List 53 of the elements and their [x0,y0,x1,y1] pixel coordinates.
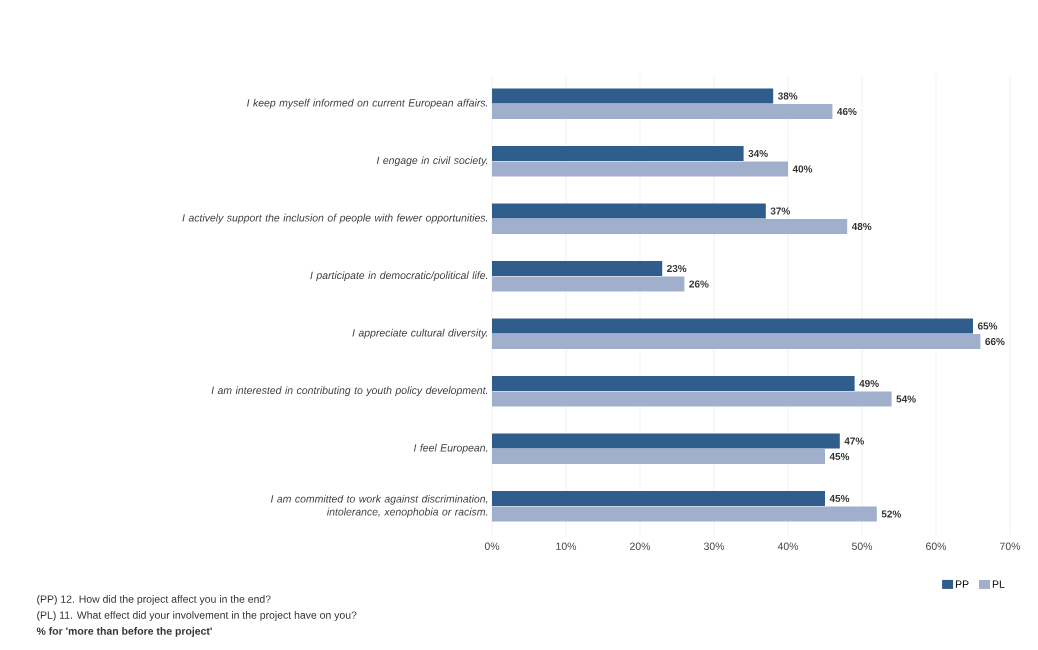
bar [492,448,826,464]
data-label: 23% [667,264,687,273]
legend-label: PP [955,580,969,588]
data-label: 37% [770,207,790,215]
bar [492,318,973,334]
bar [492,161,789,177]
bar [492,145,744,161]
text: (PL) 11. What effect did your involvement in the project have on you? [37,611,357,621]
x-tick-label: 0% [484,542,500,550]
data-label: 52% [881,510,901,518]
x-tick-label: 40% [777,542,799,550]
bar [492,375,855,391]
data-label: 47% [844,437,864,445]
data-label: 66% [985,337,1005,346]
x-tick-label: 30% [703,542,725,550]
data-label: 48% [851,222,872,231]
bar [492,333,981,349]
data-label: 49% [859,379,879,388]
text: % for 'more than before the project' [36,627,212,637]
bar [492,260,663,276]
x-tick-label: 50% [851,542,873,550]
y-tick-label: I appreciate cultural diversity. [352,328,488,339]
bar [492,218,848,234]
data-label: 26% [689,280,709,288]
x-tick-label: 20% [630,542,651,550]
data-label: 34% [748,149,768,158]
text: (PP) 12. How did the project affect you in the end? [37,595,271,605]
data-label: 40% [792,165,813,173]
bar [492,391,892,407]
y-tick-label: I engage in civil society. [376,156,488,167]
bar [492,433,840,449]
data-label: 54% [896,395,916,403]
x-tick-label: 70% [1000,542,1021,550]
y-tick-label: I feel European. [413,443,488,454]
y-tick-label: I keep myself informed on current European affairs. [247,98,488,109]
bar [492,88,774,104]
y-tick-label: I actively support the inclusion of people with fewer opportunities. [182,213,488,224]
data-label: 65% [977,322,998,330]
bar [492,104,833,119]
x-tick-label: 10% [556,542,577,550]
bar [492,506,877,522]
y-tick-label: I am interested in contributing to youth policy development. [211,386,488,397]
bar [492,203,766,219]
bar [492,490,826,506]
data-label: 38% [777,92,798,100]
x-tick-label: 60% [926,542,947,550]
data-label: 46% [837,107,857,116]
y-tick-label: I participate in democratic/political life. [310,271,488,282]
data-label: 45% [829,494,850,502]
y-tick-label: I am committed to work against discrimination, intolerance, xenophobia or racism. [270,494,488,518]
data-label: 45% [829,452,850,460]
bar [492,276,685,292]
legend-label: PL [992,580,1005,588]
